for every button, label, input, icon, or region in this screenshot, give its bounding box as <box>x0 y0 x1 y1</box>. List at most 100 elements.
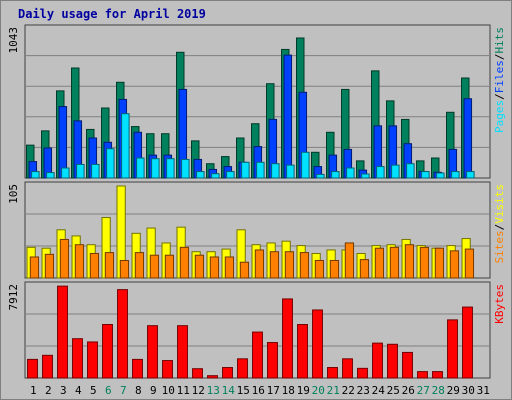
bar-kbytes-day-14 <box>222 367 233 379</box>
bar-kbytes-day-28 <box>432 371 443 379</box>
chart-title: Daily usage for April 2019 <box>18 7 206 21</box>
bar-sites-day-29 <box>449 250 460 279</box>
bar-sites-day-14 <box>224 256 235 279</box>
x-tick-label-day-25: 25 <box>387 384 400 397</box>
bar-pages-day-26 <box>406 163 415 179</box>
bar-pages-day-17 <box>271 163 280 179</box>
bar-sites-day-25 <box>389 246 400 279</box>
bar-sites-day-3 <box>59 238 70 279</box>
bar-kbytes-day-15 <box>237 358 248 379</box>
bar-sites-day-20 <box>314 259 325 279</box>
x-tick-label-day-23: 23 <box>357 384 370 397</box>
x-tick-label-day-6: 6 <box>105 384 112 397</box>
bar-sites-day-19 <box>299 252 310 279</box>
bar-sites-day-12 <box>194 254 205 279</box>
x-tick-label-day-8: 8 <box>135 384 142 397</box>
x-tick-label-day-12: 12 <box>192 384 205 397</box>
bar-kbytes-day-7 <box>117 289 128 379</box>
x-tick-label-day-26: 26 <box>402 384 415 397</box>
bar-kbytes-day-22 <box>342 358 353 379</box>
bar-pages-day-8 <box>136 157 145 179</box>
bar-sites-day-27 <box>419 246 430 279</box>
x-tick-label-day-2: 2 <box>45 384 52 397</box>
bar-files-day-30 <box>463 98 473 179</box>
bar-kbytes-day-1 <box>27 358 38 379</box>
bar-pages-day-23 <box>361 173 370 179</box>
bar-sites-day-15 <box>239 261 250 279</box>
x-tick-label-day-15: 15 <box>237 384 250 397</box>
middle-y-max-label: 105 <box>7 184 20 204</box>
bar-sites-day-18 <box>284 251 295 279</box>
bar-pages-day-18 <box>286 164 295 179</box>
x-tick-label-day-20: 20 <box>312 384 325 397</box>
x-tick-label-day-4: 4 <box>75 384 82 397</box>
bar-kbytes-day-25 <box>387 343 398 379</box>
bar-pages-day-12 <box>196 171 205 179</box>
bar-sites-day-26 <box>404 244 415 279</box>
bar-sites-day-30 <box>464 248 475 279</box>
bar-kbytes-day-18 <box>282 298 293 379</box>
bar-kbytes-day-11 <box>177 325 188 379</box>
bar-pages-day-1 <box>31 171 40 179</box>
bar-pages-day-15 <box>241 161 250 179</box>
x-tick-label-day-29: 29 <box>447 384 460 397</box>
top-legend: Pages/Files/Hits <box>493 27 506 133</box>
x-tick-label-day-13: 13 <box>207 384 220 397</box>
bar-sites-day-4 <box>74 244 85 279</box>
bar-kbytes-day-2 <box>42 354 53 379</box>
bar-pages-day-22 <box>346 167 355 179</box>
bottom-legend: KBytes <box>493 284 506 324</box>
x-tick-label-day-22: 22 <box>342 384 355 397</box>
x-tick-label-day-7: 7 <box>120 384 127 397</box>
bar-kbytes-day-27 <box>417 371 428 379</box>
x-tick-label-day-17: 17 <box>267 384 280 397</box>
bar-kbytes-day-16 <box>252 331 263 379</box>
bar-pages-day-11 <box>181 158 190 179</box>
bar-sites-day-23 <box>359 259 370 279</box>
bar-pages-day-30 <box>466 171 475 179</box>
legend-item-hits: Hits <box>493 27 506 54</box>
bar-pages-day-28 <box>436 172 445 179</box>
bar-sites-day-28 <box>434 247 445 279</box>
bar-kbytes-day-3 <box>57 285 68 379</box>
bar-pages-day-29 <box>451 171 460 179</box>
bar-kbytes-day-12 <box>192 368 203 379</box>
x-tick-label-day-27: 27 <box>417 384 430 397</box>
bar-kbytes-day-23 <box>357 367 368 379</box>
bar-pages-day-14 <box>226 171 235 179</box>
x-tick-label-day-1: 1 <box>30 384 37 397</box>
x-tick-label-day-19: 19 <box>297 384 310 397</box>
legend-item-separator: / <box>493 224 506 231</box>
x-tick-label-day-11: 11 <box>177 384 190 397</box>
bar-sites-day-21 <box>329 259 340 279</box>
bar-pages-day-10 <box>166 158 175 179</box>
legend-item-pages: Pages <box>493 100 506 133</box>
top-y-max-label: 1043 <box>7 27 20 54</box>
bar-pages-day-5 <box>91 163 100 179</box>
bar-kbytes-day-29 <box>447 319 458 379</box>
x-tick-label-day-21: 21 <box>327 384 340 397</box>
legend-item-separator: / <box>493 54 506 61</box>
bar-pages-day-9 <box>151 158 160 179</box>
bottom-y-max-label: 7912 <box>7 284 20 311</box>
bar-sites-day-11 <box>179 246 190 279</box>
bar-kbytes-day-9 <box>147 325 158 379</box>
legend-item-separator: / <box>493 93 506 100</box>
bar-kbytes-day-19 <box>297 324 308 379</box>
bar-sites-day-9 <box>149 254 160 279</box>
bar-sites-day-7 <box>119 259 130 279</box>
bar-kbytes-day-6 <box>102 324 113 379</box>
x-tick-label-day-3: 3 <box>60 384 67 397</box>
x-tick-label-day-18: 18 <box>282 384 295 397</box>
bar-sites-day-16 <box>254 249 265 279</box>
bar-pages-day-3 <box>61 167 70 179</box>
bar-pages-day-6 <box>106 148 115 179</box>
bar-files-day-3 <box>58 106 68 179</box>
bar-pages-day-4 <box>76 163 85 179</box>
bar-sites-day-6 <box>104 252 115 279</box>
bar-kbytes-day-4 <box>72 338 83 379</box>
bar-sites-day-24 <box>374 247 385 279</box>
bar-kbytes-day-21 <box>327 367 338 379</box>
bar-pages-day-25 <box>391 164 400 179</box>
